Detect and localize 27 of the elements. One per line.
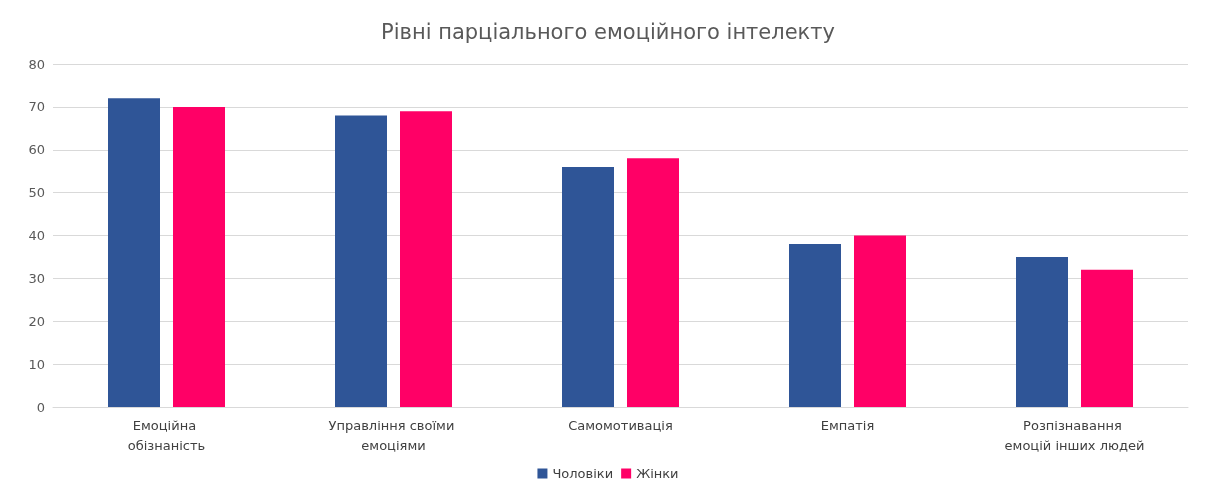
- x-tick-label: Емоційна обізнаність: [127, 417, 206, 453]
- bar: [335, 115, 387, 407]
- bar: [789, 244, 841, 407]
- y-tick-label: 20: [28, 313, 45, 329]
- chart-title: Рівні парціального емоційного інтелекту: [381, 19, 835, 44]
- y-tick-label: 80: [28, 56, 45, 72]
- y-tick-label: 0: [36, 399, 45, 415]
- bar: [108, 98, 160, 407]
- y-tick-label: 40: [28, 228, 45, 243]
- bar: [854, 235, 906, 407]
- x-tick-label: Емпатія: [820, 417, 875, 433]
- legend-label: Чоловіки: [552, 466, 614, 481]
- y-tick-label: 70: [28, 99, 45, 115]
- y-tick-label: 30: [28, 270, 45, 286]
- bar: [1081, 269, 1133, 407]
- y-tick-label: 10: [28, 356, 45, 372]
- y-tick-label: 60: [28, 142, 45, 158]
- y-tick-label: 50: [28, 185, 45, 201]
- bar: [173, 106, 225, 407]
- x-tick-label: Розпізнавання емоцій інших людей: [1004, 417, 1145, 453]
- bar: [562, 166, 614, 407]
- x-tick-label: Самомотивація: [568, 417, 673, 433]
- bar: [627, 158, 679, 407]
- legend-label: Жінки: [636, 466, 679, 481]
- x-tick-label: Управління своїми емоціями: [328, 417, 459, 453]
- bar: [400, 111, 452, 407]
- bar: [1016, 256, 1068, 407]
